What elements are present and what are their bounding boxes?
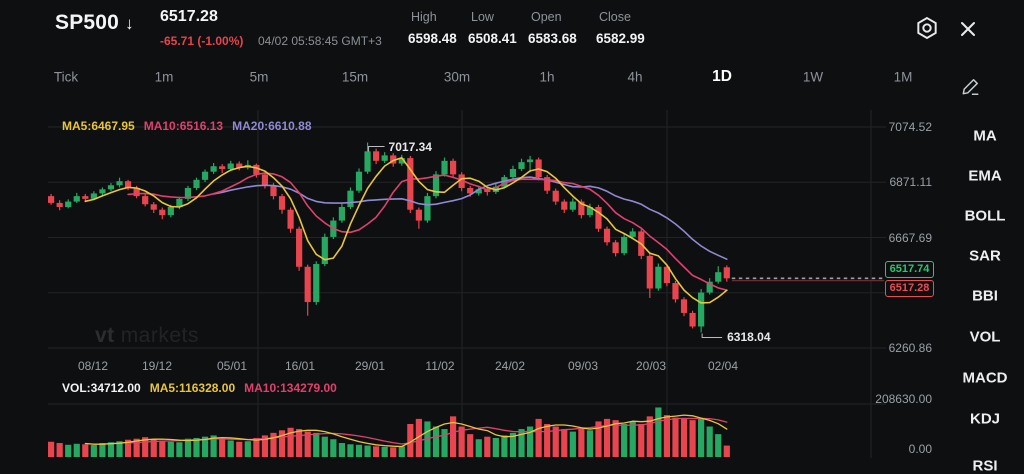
volume-label: MA10:134279.00 <box>244 381 337 395</box>
tab-tick[interactable]: Tick <box>53 69 79 85</box>
tab-15m[interactable]: 15m <box>341 69 369 85</box>
price-marker-down: 6517.28 <box>885 280 934 297</box>
time-axis-label: 09/03 <box>567 359 599 373</box>
sidebar-item-macd[interactable]: MACD <box>962 369 1008 387</box>
stat-label: High <box>411 10 437 24</box>
stat-value: 6508.41 <box>468 31 517 46</box>
price-direction-arrow: ↓ <box>125 14 134 33</box>
low-annotation: 6318.04 <box>727 330 771 345</box>
tab-1w[interactable]: 1W <box>802 69 824 85</box>
high-annotation: 7017.34 <box>388 139 432 154</box>
tab-1h[interactable]: 1h <box>539 69 555 85</box>
stat-label: Low <box>471 10 494 24</box>
tab-1m[interactable]: 1M <box>893 69 913 85</box>
time-axis-label: 29/01 <box>354 359 386 373</box>
stat-value: 6582.99 <box>596 31 645 46</box>
price-axis-label: 6871.11 <box>889 175 933 190</box>
volume-overlay-labels: VOL:34712.00 MA5:116328.00 MA10:134279.00 <box>62 381 337 395</box>
timestamp: 04/02 05:58:45 GMT+3 <box>258 34 382 48</box>
sidebar-item-sar[interactable]: SAR <box>969 247 1001 265</box>
brand-watermark-bold: vt <box>95 324 115 347</box>
time-axis-label: 11/02 <box>425 359 455 373</box>
tab-5m[interactable]: 5m <box>249 69 269 85</box>
volume-axis-zero-label: 0.00 <box>908 442 932 456</box>
ma-label: MA10:6516.13 <box>143 119 224 133</box>
last-price: 6517.28 <box>160 8 218 25</box>
tab-1m[interactable]: 1m <box>154 69 174 85</box>
sidebar-item-bbi[interactable]: BBI <box>972 287 998 305</box>
ma-overlay-labels: MA5:6467.95 MA10:6516.13 MA20:6610.88 <box>62 119 312 133</box>
time-axis-label: 16/01 <box>284 359 316 373</box>
volume-axis-max-label: 208630.00 <box>875 392 932 406</box>
stat-value: 6583.68 <box>528 31 577 46</box>
price-axis-label: 6260.86 <box>888 341 932 355</box>
sidebar-item-rsi[interactable]: RSI <box>972 457 998 474</box>
settings-button[interactable] <box>913 15 941 43</box>
time-axis-label: 05/01 <box>216 359 248 373</box>
stat-label: Close <box>599 10 631 24</box>
sidebar-item-ma[interactable]: MA <box>973 127 997 145</box>
volume-label: VOL:34712.00 <box>62 381 141 395</box>
brand-watermark: vt markets <box>95 324 199 348</box>
time-axis-label: 02/04 <box>707 359 739 373</box>
time-axis-label: 08/12 <box>77 359 109 373</box>
tab-4h[interactable]: 4h <box>627 69 643 85</box>
price-change: -65.71 (-1.00%) <box>160 34 244 48</box>
stat-value: 6598.48 <box>408 31 457 46</box>
volume-label: MA5:116328.00 <box>149 381 236 395</box>
symbol-name: SP500 <box>55 11 120 34</box>
stat-label: Open <box>531 10 562 24</box>
brand-watermark-light: markets <box>120 324 199 347</box>
draw-tool-button[interactable] <box>958 74 984 100</box>
price-axis-label: 6667.69 <box>888 230 932 245</box>
tab-1d[interactable]: 1D <box>712 68 732 85</box>
close-icon <box>958 22 978 42</box>
time-axis-label: 24/02 <box>494 359 526 373</box>
time-axis-label: 19/12 <box>141 359 173 373</box>
price-axis-label: 7074.52 <box>888 120 932 134</box>
symbol-title: SP500 ↓ <box>55 11 134 35</box>
close-button[interactable] <box>957 19 979 41</box>
pencil-icon <box>960 78 982 100</box>
tab-30m[interactable]: 30m <box>443 69 471 85</box>
price-marker-up: 6517.74 <box>885 261 934 278</box>
sidebar-item-ema[interactable]: EMA <box>968 167 1002 185</box>
ma-label: MA20:6610.88 <box>232 119 312 133</box>
gear-icon <box>914 16 940 44</box>
ma-label: MA5:6467.95 <box>62 119 135 133</box>
sidebar-item-vol[interactable]: VOL <box>969 328 1001 346</box>
sidebar-item-boll[interactable]: BOLL <box>964 207 1006 225</box>
time-axis-label: 20/03 <box>635 359 667 373</box>
sidebar-item-kdj[interactable]: KDJ <box>969 410 1001 428</box>
